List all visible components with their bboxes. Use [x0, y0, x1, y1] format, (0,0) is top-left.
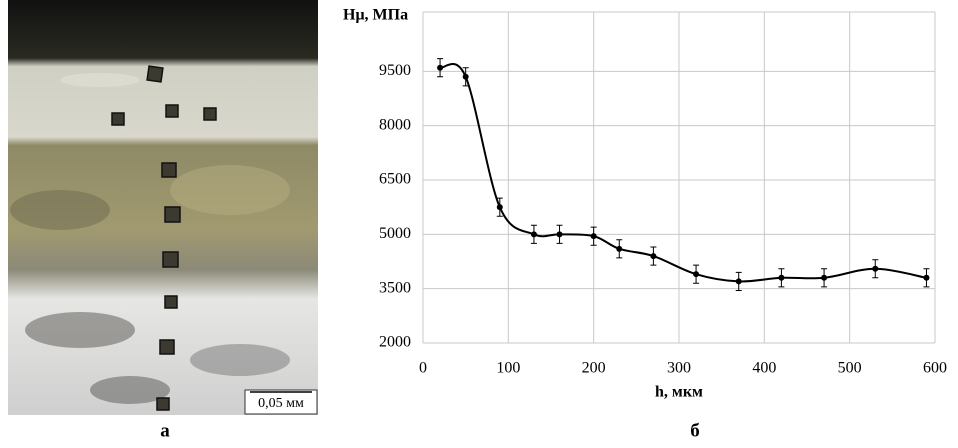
x-tick-label: 600	[923, 360, 947, 377]
data-point	[590, 233, 597, 240]
x-tick-label: 200	[582, 360, 606, 377]
y-tick-label: 8000	[379, 116, 411, 133]
x-tick-label: 100	[496, 360, 520, 377]
scale-bar-box	[244, 389, 318, 415]
y-tick-label: 2000	[379, 334, 411, 351]
panel-label: а	[160, 420, 170, 441]
data-line	[439, 63, 927, 283]
x-tick-label: 0	[419, 360, 427, 377]
scale-bar-label: 0,05 мм	[258, 396, 304, 411]
data-point	[735, 278, 742, 285]
data-point	[437, 64, 444, 71]
micrograph: 0,05 мм а	[8, 0, 318, 441]
data-point	[872, 265, 879, 272]
y-tick-label: 6500	[379, 171, 411, 188]
data-point	[778, 274, 785, 281]
panel-label: б	[690, 420, 700, 441]
data-point	[923, 274, 930, 281]
y-tick-label: 9500	[379, 62, 411, 79]
y-tick-label: 5000	[379, 225, 411, 242]
data-point	[821, 274, 828, 281]
x-tick-label: 400	[752, 360, 776, 377]
data-point	[496, 204, 503, 211]
data-point	[616, 245, 623, 252]
data-point	[556, 231, 563, 238]
x-tick-label: 500	[838, 360, 862, 377]
data-point	[650, 253, 657, 260]
chart: 2000 3500 5000 6500 8000 9500 0 100 200 300 400 500…	[343, 7, 947, 442]
x-tick-label: 300	[667, 360, 691, 377]
data-point	[462, 73, 469, 80]
x-axis-label: h, мкм	[655, 384, 703, 401]
data-point	[530, 231, 537, 238]
y-axis-label: Hμ, МПа	[343, 7, 408, 24]
y-tick-label: 3500	[379, 279, 411, 296]
data-point	[693, 271, 700, 278]
